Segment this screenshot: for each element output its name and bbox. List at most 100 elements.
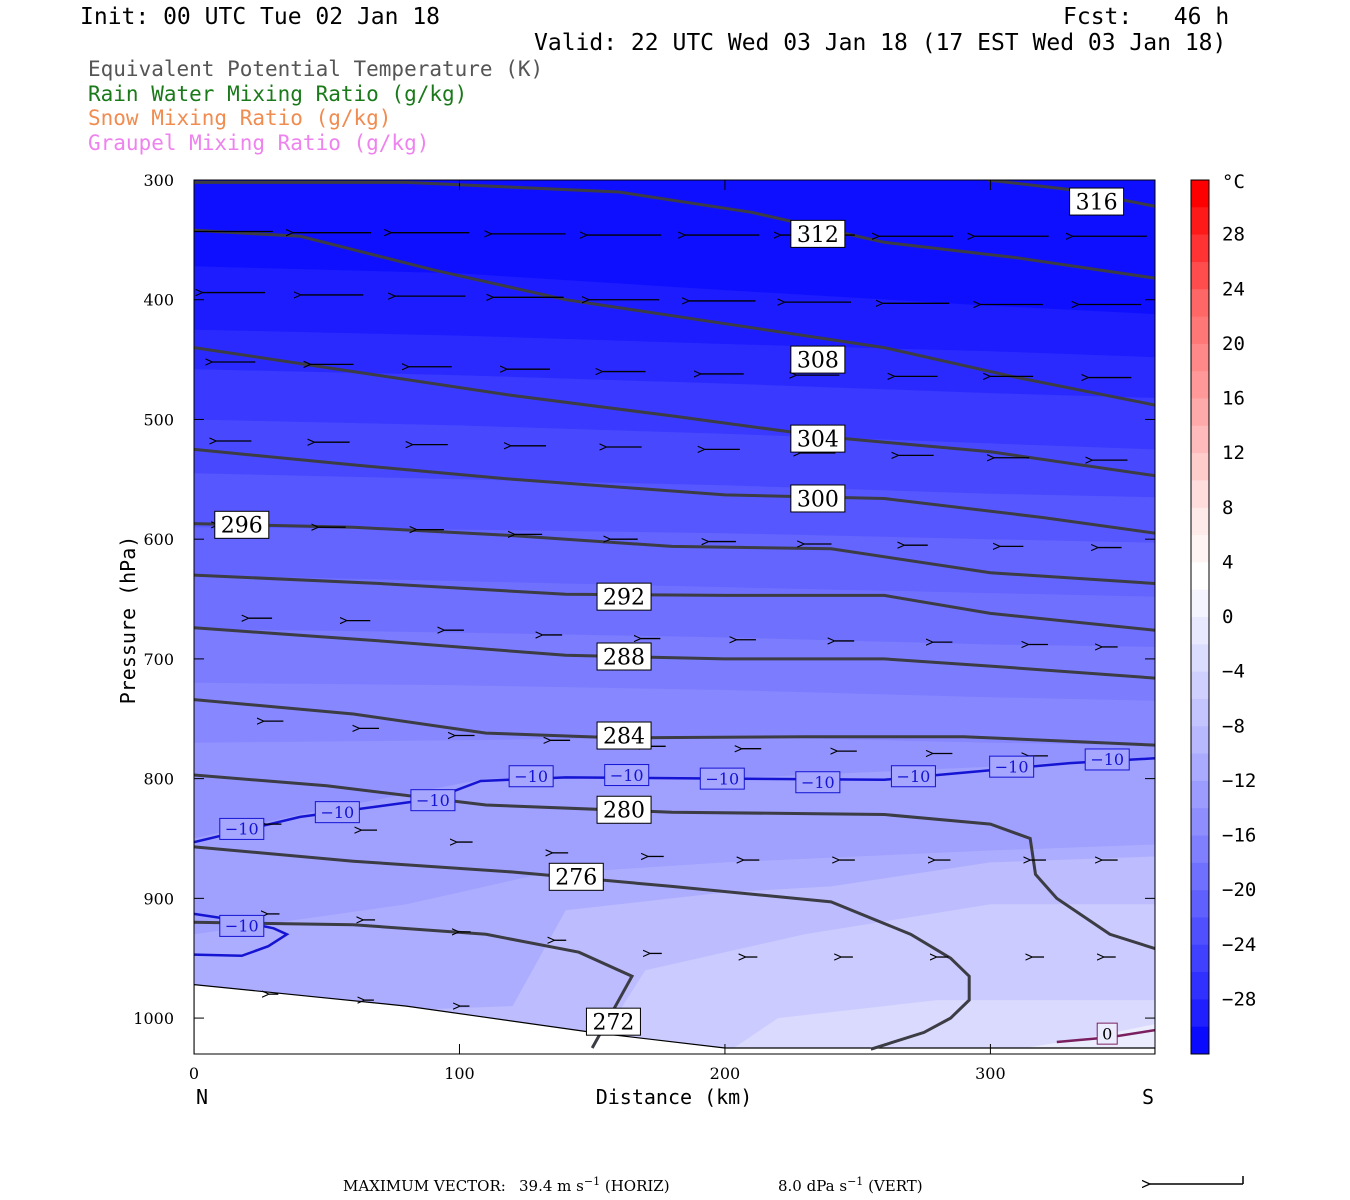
colorbar-label: −4: [1222, 661, 1245, 683]
colorbar-swatch: [1191, 289, 1209, 318]
terrain-surface: [194, 983, 1155, 1054]
x-end-label-right: S: [1142, 1085, 1154, 1109]
temp-label-0-5: −10: [699, 767, 745, 790]
svg-text:316: 316: [1076, 190, 1118, 215]
max-vert-tag: (VERT): [868, 1177, 923, 1195]
reference-vector: [1150, 1176, 1244, 1184]
svg-text:−10: −10: [610, 766, 644, 785]
svg-text:272: 272: [592, 1011, 634, 1036]
colorbar-swatch: [1191, 398, 1209, 427]
svg-text:284: 284: [603, 724, 645, 749]
colorbar-swatch: [1191, 562, 1209, 591]
colorbar-label: 0: [1222, 606, 1233, 628]
colorbar-swatch: [1191, 917, 1209, 946]
svg-text:300: 300: [797, 487, 839, 512]
x-tick-label: 300: [975, 1064, 1006, 1083]
theta-e-label-292: 292: [596, 582, 652, 611]
colorbar-swatch: [1191, 808, 1209, 836]
max-horiz-text: 39.4 m s: [519, 1177, 584, 1195]
colorbar-swatch: [1191, 999, 1209, 1028]
svg-text:304: 304: [797, 428, 839, 453]
colorbar-swatch: [1191, 507, 1209, 536]
colorbar: 28 24 20 16 12 8 4 0 −4 −8 −12 −16 −20 −24 −28: [1190, 179, 1256, 1055]
footer-max-vector: MAXIMUM VECTOR: 39.4 m s−1 (HORIZ) 8.0 d…: [343, 1175, 923, 1195]
legend-rain: Rain Water Mixing Ratio (g/kg): [88, 82, 468, 106]
x-tick-label: 100: [444, 1064, 475, 1083]
temp-label-0-2: −10: [410, 789, 456, 812]
terrain: [194, 983, 1155, 1054]
colorbar-label: −12: [1222, 770, 1256, 792]
temp-label-0-0: −10: [219, 817, 265, 840]
colorbar-swatch: [1191, 589, 1209, 618]
svg-text:296: 296: [221, 514, 263, 539]
contour-labels: 316 312 308 304 300 296 292 288 284 280 276 272 −10 −…: [214, 187, 1130, 1045]
colorbar-swatch: [1191, 261, 1209, 290]
colorbar-label: 24: [1222, 278, 1245, 300]
colorbar-swatch: [1191, 972, 1209, 1000]
theta-e-label-276: 276: [548, 862, 604, 891]
forecast-hour: Fcst: 46 h: [1063, 4, 1230, 30]
theta-e-label-300: 300: [790, 484, 846, 513]
colorbar-swatch: [1191, 343, 1209, 372]
max-horiz-value: 39.4 m s−1 (HORIZ): [519, 1175, 670, 1195]
colorbar-swatch: [1191, 644, 1209, 673]
colorbar-swatch: [1191, 753, 1209, 782]
svg-text:−10: −10: [225, 820, 259, 839]
legend-graupel: Graupel Mixing Ratio (g/kg): [88, 131, 430, 155]
colorbar-label: −16: [1222, 825, 1256, 847]
colorbar-swatch: [1191, 316, 1209, 345]
max-horiz-exp: −1: [584, 1175, 600, 1188]
legend-snow: Snow Mixing Ratio (g/kg): [88, 106, 392, 130]
colorbar-swatch: [1191, 535, 1209, 563]
colorbar-label: 8: [1222, 497, 1233, 519]
x-tick-label: 200: [710, 1064, 741, 1083]
colorbar-label: 20: [1222, 333, 1245, 355]
max-vert-text: 8.0 dPa s: [778, 1177, 847, 1195]
theta-e-288: [194, 626, 1155, 680]
theta-e-308: [194, 228, 1155, 407]
y-tick-label: 1000: [133, 1009, 174, 1028]
init-time: Init: 00 UTC Tue 02 Jan 18: [80, 4, 441, 30]
y-tick-label: 400: [143, 291, 174, 310]
svg-text:276: 276: [555, 866, 597, 891]
theta-e-276: [194, 845, 971, 1051]
colorbar-frame: [1190, 179, 1210, 1055]
theta-e-label-288: 288: [596, 642, 652, 671]
colorbar-label: 16: [1222, 388, 1245, 410]
colorbar-swatch: [1191, 180, 1209, 208]
theta-e-304: [194, 346, 1155, 478]
colorbar-label: 12: [1222, 442, 1245, 464]
y-tick-label: 900: [143, 889, 174, 908]
theta-e-label-312: 312: [790, 219, 846, 248]
colorbar-swatch: [1191, 726, 1209, 755]
axes: 0 100 200 300 300 400 500 600 700 800 900 1000: [133, 171, 1155, 1083]
svg-text:−10: −10: [320, 803, 354, 822]
theta-e-300: [194, 447, 1155, 535]
max-vert-exp: −1: [847, 1175, 863, 1188]
colorbar-swatch: [1191, 944, 1209, 973]
colorbar-swatch: [1191, 890, 1209, 918]
y-axis-label: Pressure (hPa): [116, 536, 140, 705]
temp-label-0-8: −10: [989, 755, 1035, 778]
colorbar-swatch: [1191, 862, 1209, 891]
temp-label-0-9: −10: [1084, 748, 1130, 771]
colorbar-swatch: [1191, 234, 1209, 263]
y-tick-label: 500: [143, 410, 174, 429]
svg-text:292: 292: [603, 586, 645, 611]
svg-text:−10: −10: [225, 917, 259, 936]
theta-e-label-280: 280: [596, 795, 652, 824]
theta-e-label-304: 304: [790, 424, 846, 453]
colorbar-swatch: [1191, 1026, 1209, 1055]
colorbar-label: 4: [1222, 551, 1233, 573]
svg-text:308: 308: [797, 349, 839, 374]
colorbar-swatch: [1191, 425, 1209, 454]
colorbar-unit: °C: [1222, 171, 1245, 193]
svg-text:−10: −10: [705, 769, 739, 788]
x-tick-label: 0: [189, 1064, 199, 1083]
theta-e-296: [194, 522, 1155, 585]
svg-text:280: 280: [603, 799, 645, 824]
theta-e-label-308: 308: [790, 345, 846, 374]
svg-text:−10: −10: [801, 773, 835, 792]
svg-text:0: 0: [1102, 1024, 1112, 1043]
